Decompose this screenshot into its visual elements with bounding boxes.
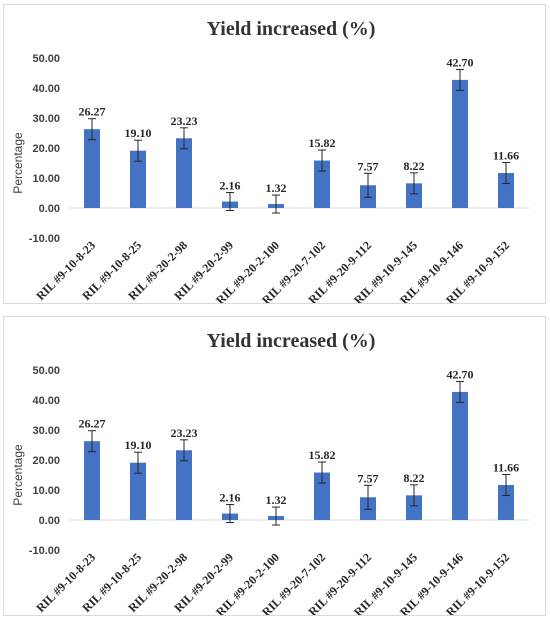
data-label: 11.66 [493,461,519,475]
bar [452,79,468,209]
bar [130,462,146,520]
data-label: 19.10 [125,438,152,452]
y-axis-label: Percentage [11,132,25,194]
bar [498,173,514,208]
bar-chart-2: Yield increased (%) Percentage -10.00 0.00 1… [11,330,529,615]
y-tick-label: -10.00 [29,545,60,557]
data-label: 26.27 [79,417,106,431]
data-label: 1.32 [266,493,287,507]
data-label: 15.82 [309,136,336,150]
bar [498,485,514,520]
y-tick-label: 40.00 [32,83,60,95]
bar [84,129,100,208]
bar [406,183,422,208]
data-label: 2.16 [220,491,241,505]
data-label: 19.10 [125,126,152,140]
y-axis-label: Percentage [11,444,25,506]
y-tick-label: 20.00 [32,455,60,467]
bar [314,160,330,208]
data-label: 7.57 [358,471,379,485]
data-label: 15.82 [309,448,336,462]
data-label: 26.27 [79,105,106,119]
y-tick-label: 50.00 [32,365,60,377]
bar [452,391,468,520]
bar [314,472,330,520]
data-label: 11.66 [493,149,519,163]
bar-chart-1: Yield increased (%) Percentage -10.00 0.00 1… [11,18,529,303]
y-tick-label: 0.00 [39,203,60,215]
y-tick-label: 50.00 [32,53,60,65]
data-label: 7.57 [358,159,379,173]
bar [130,150,146,208]
data-label: 1.32 [266,181,287,195]
y-tick-label: 10.00 [32,173,60,185]
chart-title: Yield increased (%) [207,330,376,352]
chart-panel-2: Yield increased (%) Percentage -10.00 0.00 1… [3,316,546,616]
data-label: 8.22 [404,159,425,173]
chart-panel-1: Yield increased (%) Percentage -10.00 0.00 1… [3,4,546,304]
data-label: 23.23 [171,426,198,440]
y-tick-label: -10.00 [29,233,60,245]
bar [176,450,192,520]
bar [84,441,100,520]
y-tick-label: 0.00 [39,515,60,527]
bar [406,495,422,520]
y-tick-label: 30.00 [32,113,60,125]
y-tick-label: 20.00 [32,143,60,155]
data-label: 8.22 [404,471,425,485]
y-tick-label: 30.00 [32,425,60,437]
data-label: 2.16 [220,179,241,193]
y-tick-label: 10.00 [32,485,60,497]
data-label: 42.70 [447,55,474,69]
y-tick-label: 40.00 [32,395,60,407]
chart-title: Yield increased (%) [207,18,376,40]
data-label: 42.70 [447,367,474,381]
data-label: 23.23 [171,114,198,128]
bar [176,138,192,208]
